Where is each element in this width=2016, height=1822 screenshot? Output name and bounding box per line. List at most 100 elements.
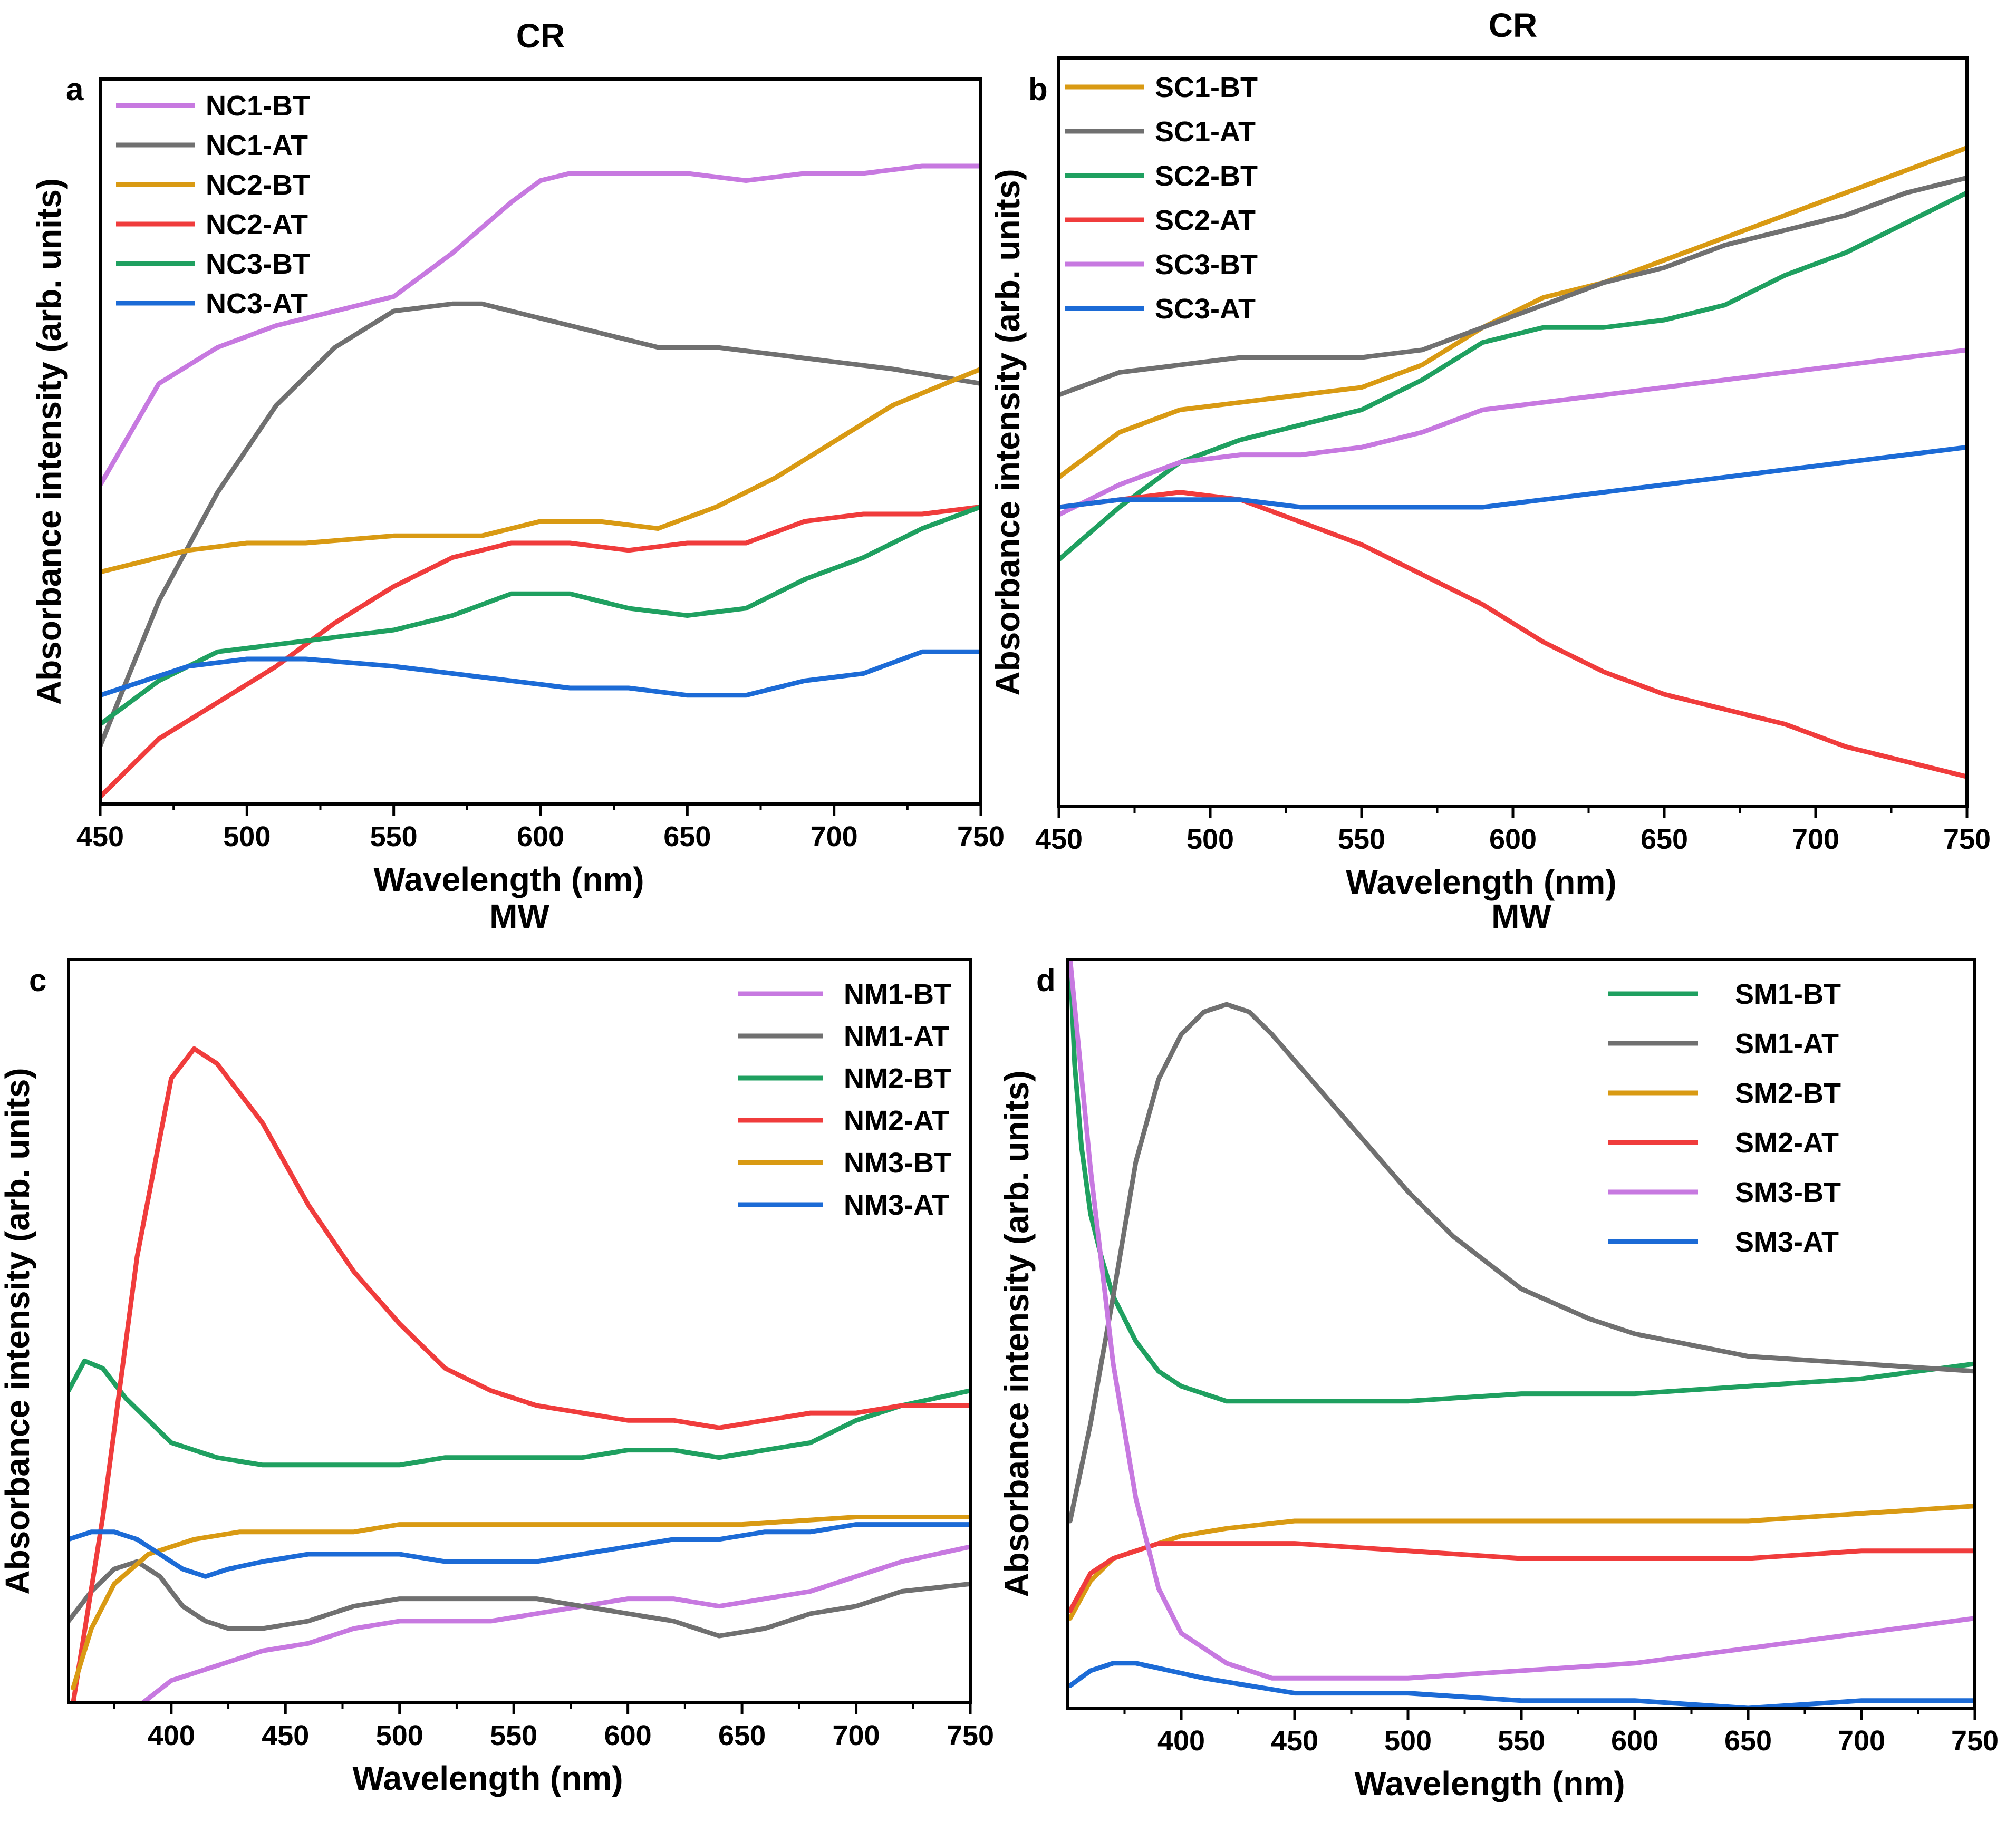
x-tick-label: 600 [1611,1725,1658,1757]
plot-frame [67,958,972,1704]
panel-c: 400 450 500 550 600 650 700 750 MW Wavelength (nm… [0,897,994,1797]
panel-title: MW [1491,897,1551,935]
x-tick-label: 450 [1035,823,1083,855]
x-tick-label: 650 [663,821,711,852]
legend-item: SC1-BT [1065,72,1258,103]
series-line-nc1-at [100,301,981,749]
legend-label: SM1-AT [1735,1028,1839,1060]
legend-label: NM2-BT [844,1063,951,1094]
series-line-nm1-at [69,1559,970,1639]
x-axis-label: Wavelength (nm) [1346,863,1616,901]
series-group [1068,960,1975,1708]
legend-label: SC3-BT [1155,249,1258,280]
x-tick-label: 700 [1838,1725,1885,1757]
series-group [69,1046,970,1703]
panel-b: 450 500 550 600 650 700 750 CR Wavelength (nm) Ab… [989,6,1991,901]
panel-letter: c [29,963,46,998]
legend-item: NC2-BT [116,169,310,201]
legend-item: NM3-AT [738,1189,949,1221]
x-tick-label: 450 [76,821,124,852]
x-tick-label: 750 [1951,1725,1999,1757]
legend-item: NM1-BT [738,978,951,1010]
x-tick-label: 700 [832,1720,880,1751]
series-line-nm1-bt [139,1544,970,1703]
series-line-nm3-bt [71,1515,970,1691]
x-tick-label: 500 [1187,823,1234,855]
legend-label: NC1-BT [206,90,310,122]
x-tick-label: 700 [811,821,858,852]
legend-item: NC2-AT [116,209,308,240]
x-tick-label: 650 [1641,823,1688,855]
legend-label: SC1-AT [1155,116,1256,148]
legend-item: SM2-BT [1608,1078,1841,1109]
x-tick-label: 550 [370,821,418,852]
series-group [1059,145,1967,779]
legend-item: SC3-AT [1065,293,1256,325]
legend: NM1-BT NM1-AT NM2-BT NM2-AT NM3-BT NM3-AT [738,978,951,1221]
panel-letter: b [1028,72,1048,107]
legend-label: SC2-AT [1155,205,1256,236]
series-line-sc2-bt [1059,190,1967,562]
legend-item: NC1-BT [116,90,310,122]
x-tick-label: 400 [148,1720,195,1751]
series-line-nc2-at [100,504,981,799]
legend-item: NM2-AT [738,1105,949,1137]
legend-label: NM2-AT [844,1105,949,1137]
x-tick-label: 450 [262,1720,309,1751]
x-tick-label: 650 [718,1720,766,1751]
panel-d: 400 450 500 550 600 650 700 750 MW Wavelength (nm… [998,897,1999,1802]
series-group [100,163,981,799]
series-line-sm2-bt [1068,1504,1975,1621]
panel-title: CR [1489,6,1537,44]
legend-label: NM3-AT [844,1189,949,1221]
legend-item: NC3-AT [116,288,308,319]
legend-item: NC1-AT [116,130,308,161]
legend-item: NM3-BT [738,1147,951,1179]
x-tick-label: 550 [1498,1725,1545,1757]
x-tick-label: 700 [1792,823,1839,855]
series-line-sm1-at [1068,1002,1975,1524]
legend-item: SC1-AT [1065,116,1256,148]
x-axis-label: Wavelength (nm) [373,860,644,898]
legend-item: SC3-BT [1065,249,1258,280]
x-tick-label: 500 [376,1720,423,1751]
legend-label: NC1-AT [206,130,308,161]
legend-label: SC1-BT [1155,72,1258,103]
legend-label: NC2-AT [206,209,308,240]
legend-label: NC3-BT [206,248,310,280]
legend: SC1-BT SC1-AT SC2-BT SC2-AT SC3-BT SC3-AT [1065,72,1258,325]
legend: SM1-BT SM1-AT SM2-BT SM2-AT SM3-BT SM3-AT [1608,978,1841,1258]
x-tick-label: 600 [604,1720,652,1751]
legend-label: SC2-BT [1155,160,1258,192]
legend-item: SM2-AT [1608,1127,1839,1159]
legend-item: SC2-AT [1065,205,1256,236]
y-axis-label: Absorbance intensity (arb. units) [989,169,1027,695]
x-tick-label: 600 [517,821,564,852]
x-tick-label: 750 [957,821,1005,852]
panel-a: 450 500 550 600 650 700 750 CR Wavelength (nm) Ab… [30,17,1005,898]
x-axis-label: Wavelength (nm) [352,1759,623,1797]
legend-item: SM1-AT [1608,1028,1839,1060]
series-line-sc3-bt [1059,347,1967,517]
legend-label: NM1-AT [844,1021,949,1052]
legend-item: NM1-AT [738,1021,949,1052]
series-line-nc3-at [100,649,981,698]
legend-label: NM3-BT [844,1147,951,1179]
series-line-nm3-at [69,1522,970,1579]
x-tick-label: 550 [490,1720,537,1751]
legend-item: NM2-BT [738,1063,951,1094]
series-line-sc1-at [1059,175,1967,398]
series-line-nc3-bt [100,504,981,727]
legend-label: SM3-AT [1735,1226,1839,1258]
legend-label: SM2-BT [1735,1078,1841,1109]
x-tick-label: 750 [947,1720,994,1751]
legend-label: SM1-BT [1735,978,1841,1010]
x-axis-label: Wavelength (nm) [1354,1765,1625,1802]
legend-label: SM3-BT [1735,1177,1841,1208]
x-tick-label: 550 [1338,823,1385,855]
legend-label: NM1-BT [844,978,951,1010]
series-line-sm3-at [1068,1661,1975,1708]
legend-label: SM2-AT [1735,1127,1839,1159]
x-tick-label: 600 [1489,823,1537,855]
